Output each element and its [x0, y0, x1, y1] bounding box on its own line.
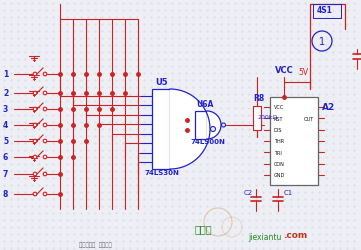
Text: 5V: 5V	[298, 68, 308, 77]
Text: 5: 5	[3, 137, 8, 146]
Text: TRI: TRI	[274, 150, 282, 155]
Circle shape	[43, 92, 47, 96]
Text: 1: 1	[319, 37, 325, 47]
Text: 4: 4	[3, 121, 8, 130]
Text: 200kΩ: 200kΩ	[258, 114, 278, 119]
PathPatch shape	[170, 90, 210, 169]
Circle shape	[43, 172, 47, 176]
Text: DIS: DIS	[274, 128, 282, 133]
Circle shape	[33, 92, 37, 96]
Text: A2: A2	[322, 103, 335, 112]
Polygon shape	[195, 112, 207, 140]
Text: RST: RST	[274, 116, 283, 121]
Circle shape	[33, 124, 37, 127]
Circle shape	[43, 108, 47, 111]
Circle shape	[43, 192, 47, 196]
Polygon shape	[253, 106, 261, 130]
Text: C2: C2	[244, 189, 253, 195]
Circle shape	[33, 108, 37, 111]
Circle shape	[33, 73, 37, 76]
Circle shape	[210, 127, 216, 132]
Text: R8: R8	[253, 94, 264, 102]
Text: C1: C1	[284, 189, 293, 195]
Text: 74LS00N: 74LS00N	[190, 138, 225, 144]
Text: 3: 3	[3, 105, 8, 114]
Text: OUT: OUT	[304, 116, 314, 121]
Bar	[313, 5, 341, 19]
Text: 电路天天读  第二回路: 电路天天读 第二回路	[79, 242, 112, 247]
Circle shape	[43, 73, 47, 76]
Text: 6: 6	[3, 153, 8, 162]
Polygon shape	[152, 90, 170, 169]
Circle shape	[43, 124, 47, 127]
Text: 2: 2	[3, 89, 8, 98]
Text: 4S1: 4S1	[317, 6, 333, 15]
Circle shape	[222, 124, 226, 128]
Text: VCC: VCC	[274, 105, 284, 110]
Polygon shape	[270, 98, 318, 185]
Text: 接线图: 接线图	[195, 223, 213, 233]
Circle shape	[33, 140, 37, 143]
Text: .com: .com	[283, 230, 307, 239]
Text: 7: 7	[3, 170, 8, 179]
Text: 1: 1	[3, 70, 8, 79]
Text: jiexiantu: jiexiantu	[248, 232, 281, 241]
Text: THR: THR	[274, 139, 284, 144]
Circle shape	[43, 140, 47, 143]
Text: CON: CON	[274, 162, 285, 166]
Circle shape	[33, 156, 37, 159]
Text: VCC: VCC	[275, 66, 293, 75]
Text: 8: 8	[3, 190, 8, 199]
PathPatch shape	[207, 112, 221, 140]
Text: GND: GND	[274, 173, 285, 178]
Text: U5: U5	[155, 78, 168, 87]
Text: 74LS30N: 74LS30N	[144, 169, 179, 175]
Circle shape	[33, 192, 37, 196]
Circle shape	[33, 172, 37, 176]
Text: U6A: U6A	[196, 100, 213, 108]
Circle shape	[43, 156, 47, 159]
